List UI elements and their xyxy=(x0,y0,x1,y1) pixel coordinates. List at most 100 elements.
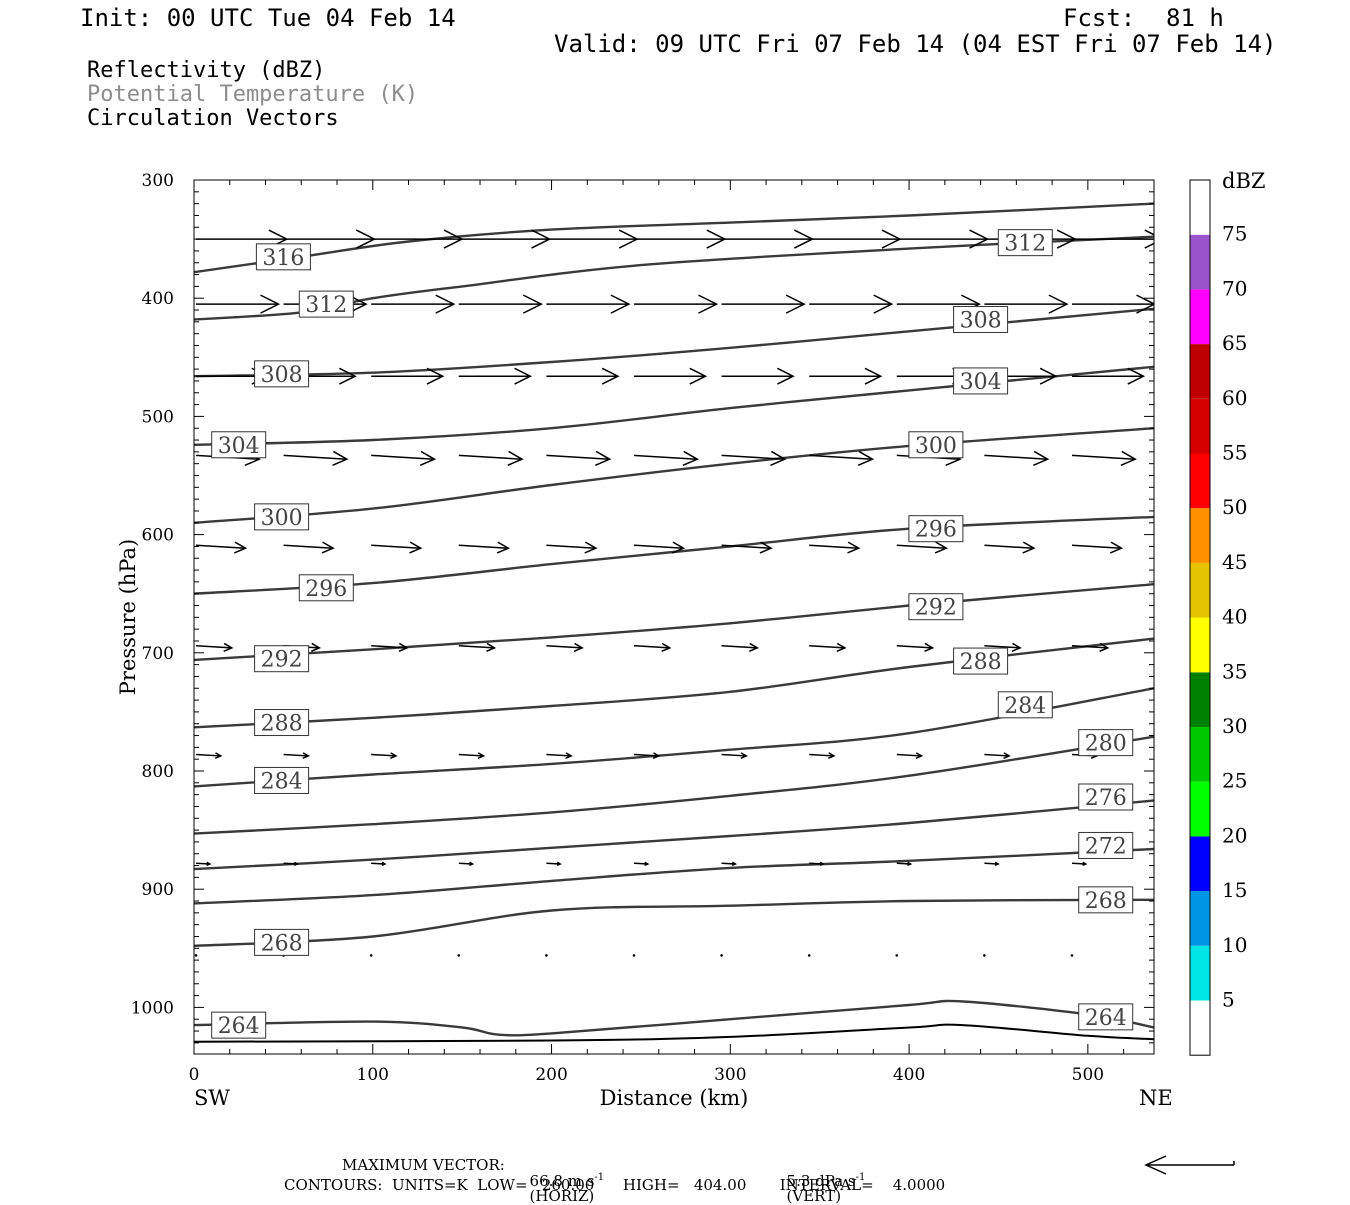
contour-label-284: 284 xyxy=(254,766,310,794)
colorbar-level-label: 35 xyxy=(1222,659,1247,683)
circulation-vector xyxy=(371,861,387,867)
circulation-vector xyxy=(633,450,699,467)
exponent-horiz: -1 xyxy=(594,1172,605,1183)
circulation-vector xyxy=(371,294,456,314)
colorbar-level-label: 15 xyxy=(1222,878,1247,902)
circulation-vector xyxy=(371,367,445,385)
circulation-vector xyxy=(895,954,899,957)
colorbar-segment xyxy=(1190,562,1210,618)
circulation-vector xyxy=(809,450,875,467)
circulation-vector xyxy=(984,861,1000,867)
contour-label-308: 308 xyxy=(953,305,1009,333)
contour-label-288: 288 xyxy=(254,709,310,737)
y-tick-label: 300 xyxy=(142,171,174,191)
circulation-vector xyxy=(1071,541,1124,554)
colorbar-segment xyxy=(1190,1000,1210,1056)
circulation-vector xyxy=(371,752,398,760)
svg-text:280: 280 xyxy=(1085,732,1127,757)
circulation-vector xyxy=(807,954,811,957)
circulation-vector xyxy=(546,450,612,467)
colorbar-frame xyxy=(1189,179,1211,1056)
circulation-vector xyxy=(371,642,409,652)
circulation-vector xyxy=(633,642,672,652)
colorbar-level-label: 5 xyxy=(1222,988,1235,1012)
circulation-vector xyxy=(546,229,639,249)
circulation-vector xyxy=(283,861,300,867)
forecast-hour: 81 h xyxy=(1166,4,1224,32)
circulation-vector xyxy=(721,541,773,554)
x-axis-title: Distance (km) xyxy=(600,1086,749,1110)
circulation-vector xyxy=(546,541,598,554)
colorbar-level-label: 40 xyxy=(1222,605,1247,629)
svg-text:264: 264 xyxy=(1085,1006,1127,1031)
svg-text:292: 292 xyxy=(261,648,303,673)
colorbar-segment xyxy=(1190,398,1210,454)
svg-text:288: 288 xyxy=(960,650,1002,675)
colorbar-level-label: 10 xyxy=(1222,933,1247,957)
circulation-vector xyxy=(457,954,461,957)
contour-label-296: 296 xyxy=(298,574,354,602)
contour-label-284: 284 xyxy=(997,691,1053,719)
circulation-vector xyxy=(1071,861,1088,867)
contour-label-264: 264 xyxy=(211,1011,267,1039)
circulation-vector xyxy=(458,752,486,760)
circulation-vector xyxy=(1071,294,1154,314)
contour-label-300: 300 xyxy=(254,503,310,531)
circulation-vector xyxy=(809,229,902,249)
circulation-vector xyxy=(546,642,584,652)
theta-contour-276 xyxy=(194,799,1154,871)
circulation-vector xyxy=(195,642,234,652)
circulation-vector xyxy=(721,294,806,314)
circulation-vector xyxy=(633,294,719,314)
forecast-label: Fcst: xyxy=(1063,4,1136,32)
circulation-vector xyxy=(195,541,248,554)
circulation-vector xyxy=(545,954,548,957)
circulation-vector xyxy=(371,450,437,467)
circulation-vector xyxy=(633,367,708,385)
contour-label-304: 304 xyxy=(953,367,1009,395)
theta-contour-308 xyxy=(194,307,1154,378)
circulation-vector xyxy=(458,541,510,554)
y-tick-label: 1000 xyxy=(131,998,174,1018)
circulation-vector xyxy=(721,861,738,867)
y-tick-label: 700 xyxy=(142,644,174,664)
colorbar-title: dBZ xyxy=(1222,169,1265,193)
svg-text:276: 276 xyxy=(1085,786,1127,811)
circulation-vector xyxy=(896,752,924,760)
circulation-vector xyxy=(195,861,212,867)
circulation-vector xyxy=(1071,450,1137,467)
contour-label-312: 312 xyxy=(298,290,354,318)
y-tick-label: 600 xyxy=(142,526,174,546)
svg-text:264: 264 xyxy=(218,1014,260,1039)
svg-text:312: 312 xyxy=(305,293,347,318)
svg-text:296: 296 xyxy=(915,518,957,543)
circulation-vector xyxy=(896,642,935,652)
max-vector-vert-value: 5.3 dPa s xyxy=(786,1172,856,1190)
circulation-vector xyxy=(1071,229,1154,249)
circulation-vector xyxy=(458,367,532,385)
circulation-vector xyxy=(896,229,990,249)
contour-label-268: 268 xyxy=(254,928,310,956)
circulation-vector xyxy=(546,367,620,385)
colorbar-level-label: 55 xyxy=(1222,441,1247,465)
x-tick-label: 200 xyxy=(535,1065,567,1085)
y-tick-label: 800 xyxy=(142,762,174,782)
x-tick-label: 400 xyxy=(893,1065,925,1085)
exponent-vert: -1 xyxy=(855,1172,866,1183)
contour-label-304: 304 xyxy=(211,431,267,459)
svg-text:268: 268 xyxy=(261,931,303,956)
circulation-vector xyxy=(809,294,894,314)
circulation-vector xyxy=(458,642,497,652)
contour-label-296: 296 xyxy=(908,515,964,543)
reference-vector-arrow xyxy=(1144,1155,1235,1175)
field-circulation-vectors: Circulation Vectors xyxy=(87,106,339,131)
colorbar-segment xyxy=(1190,617,1210,673)
circulation-vector xyxy=(546,294,631,314)
contour-label-292: 292 xyxy=(254,645,310,673)
contour-label-276: 276 xyxy=(1078,783,1134,811)
svg-text:284: 284 xyxy=(1004,694,1046,719)
circulation-vector xyxy=(194,954,198,957)
circulation-vector xyxy=(721,367,795,385)
circulation-vector xyxy=(896,861,913,867)
colorbar-level-label: 50 xyxy=(1222,495,1247,519)
